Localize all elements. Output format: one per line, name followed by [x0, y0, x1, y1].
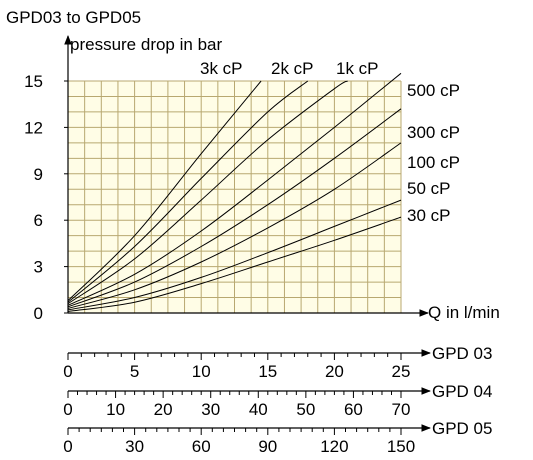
chart-axes — [64, 35, 429, 317]
secondary-tick-label: 30 — [125, 437, 144, 456]
secondary-tick-label: 60 — [344, 400, 363, 419]
secondary-tick-label: 5 — [130, 362, 139, 381]
y-tick-label: 3 — [34, 258, 43, 277]
secondary-tick-label: 20 — [154, 400, 173, 419]
secondary-tick-label: 30 — [201, 400, 220, 419]
secondary-tick-label: 15 — [258, 362, 277, 381]
secondary-tick-label: 0 — [63, 400, 72, 419]
secondary-axes: 0 5 10 15 20 25 GPD 03 0 10 20 30 40 50 60 70 GPD 04 0 30… — [63, 344, 492, 456]
series-labels: 30 cP 50 cP 100 cP 300 cP 500 cP 1k cP 2k cP 3k… — [200, 59, 460, 225]
secondary-axis-gpd-03: 0 5 10 15 20 25 GPD 03 — [63, 344, 492, 381]
series-label-3k-cp: 3k cP — [200, 59, 243, 78]
secondary-tick-label: 150 — [387, 437, 415, 456]
y-tick-label: 0 — [34, 304, 43, 323]
secondary-tick-label: 90 — [258, 437, 277, 456]
series-lines — [67, 72, 402, 312]
series-label-30-cp: 30 cP — [407, 206, 450, 225]
secondary-tick-label: 40 — [249, 400, 268, 419]
secondary-tick-label: 60 — [192, 437, 211, 456]
secondary-tick-label: 120 — [320, 437, 348, 456]
series-label-2k-cp: 2k cP — [271, 59, 314, 78]
secondary-tick-label: 10 — [192, 362, 211, 381]
series-line-1k-cp — [67, 80, 348, 305]
y-tick-labels: 0 3 6 9 12 15 — [24, 72, 68, 323]
y-tick-label: 9 — [34, 165, 43, 184]
series-line-3k-cp — [67, 80, 262, 301]
series-line-500-cp — [67, 72, 402, 306]
series-label-300-cp: 300 cP — [407, 123, 460, 142]
secondary-axis-gpd-04: 0 10 20 30 40 50 60 70 GPD 04 — [63, 382, 492, 419]
y-tick-label: 15 — [24, 72, 43, 91]
secondary-axis-name: GPD 03 — [432, 344, 492, 363]
secondary-tick-label: 0 — [63, 362, 72, 381]
series-label-50-cp: 50 cP — [407, 179, 450, 198]
series-line-30-cp — [67, 216, 402, 312]
secondary-tick-label: 25 — [392, 362, 411, 381]
series-label-500-cp: 500 cP — [407, 81, 460, 100]
series-line-2k-cp — [67, 80, 309, 303]
series-line-100-cp — [67, 142, 402, 309]
series-label-1k-cp: 1k cP — [336, 59, 379, 78]
chart-grid — [68, 80, 402, 313]
secondary-tick-label: 0 — [63, 437, 72, 456]
x-axis-label: Q in l/min — [428, 303, 500, 322]
secondary-tick-label: 10 — [106, 400, 125, 419]
y-axis-label: pressure drop in bar — [70, 35, 222, 54]
secondary-axis-gpd-05: 0 30 60 90 120 150 GPD 05 — [63, 419, 492, 456]
y-tick-label: 6 — [34, 211, 43, 230]
secondary-axis-name: GPD 04 — [432, 382, 492, 401]
secondary-axis-name: GPD 05 — [432, 419, 492, 438]
secondary-tick-label: 20 — [325, 362, 344, 381]
y-tick-label: 12 — [24, 118, 43, 137]
secondary-tick-label: 70 — [392, 400, 411, 419]
chart-title: GPD03 to GPD05 — [6, 8, 141, 27]
secondary-tick-label: 50 — [296, 400, 315, 419]
series-label-100-cp: 100 cP — [407, 153, 460, 172]
series-line-300-cp — [67, 108, 402, 308]
series-line-50-cp — [67, 199, 402, 311]
